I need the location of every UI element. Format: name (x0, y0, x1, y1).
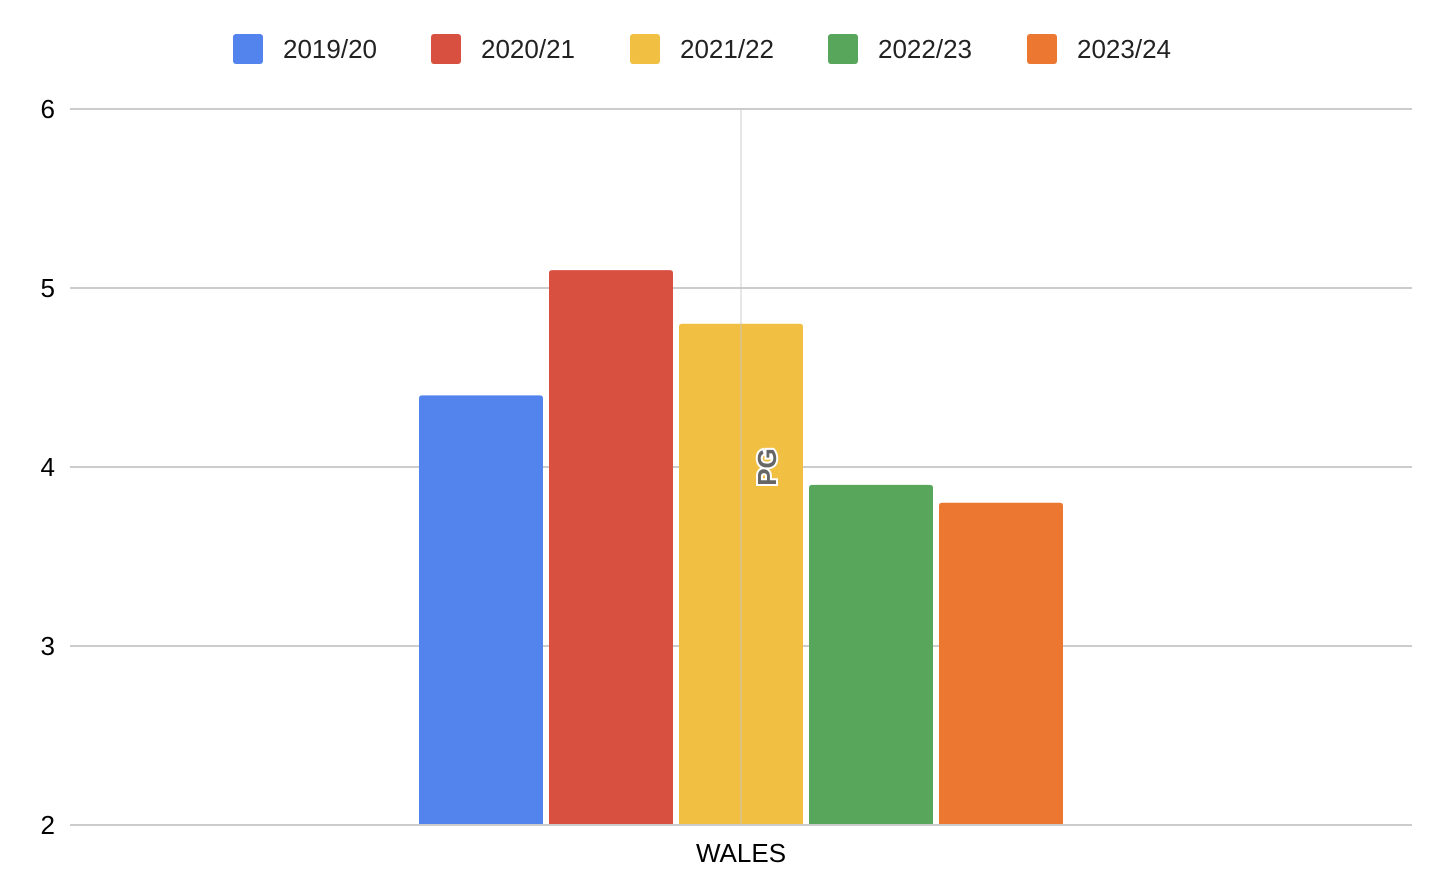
legend-swatch (1027, 34, 1057, 64)
legend-swatch (630, 34, 660, 64)
legend-swatch (828, 34, 858, 64)
legend-swatch (233, 34, 263, 64)
legend-label: 2020/21 (481, 34, 575, 64)
annotation-label: PG (752, 448, 782, 486)
bar-2022-23 (809, 484, 933, 825)
y-tick-label: 3 (41, 631, 55, 661)
x-axis-labels: WALES (696, 838, 786, 868)
bars (70, 109, 1412, 826)
legend-label: 2021/22 (680, 34, 774, 64)
y-tick-label: 4 (41, 452, 55, 482)
legend-swatch (431, 34, 461, 64)
bar-2023-24 (939, 502, 1063, 825)
y-axis-ticks: 2 3 4 5 6 (41, 94, 55, 840)
legend: 2019/20 2020/21 2021/22 2022/23 2023/24 (233, 34, 1171, 64)
annotations: PG (750, 446, 784, 488)
legend-label: 2023/24 (1077, 34, 1171, 64)
bar-2020-21 (549, 270, 673, 826)
y-tick-label: 6 (41, 94, 55, 124)
legend-label: 2019/20 (283, 34, 377, 64)
x-tick-label: WALES (696, 838, 786, 868)
legend-label: 2022/23 (878, 34, 972, 64)
bar-2019-20 (419, 395, 543, 825)
y-tick-label: 2 (41, 810, 55, 840)
y-tick-label: 5 (41, 273, 55, 303)
